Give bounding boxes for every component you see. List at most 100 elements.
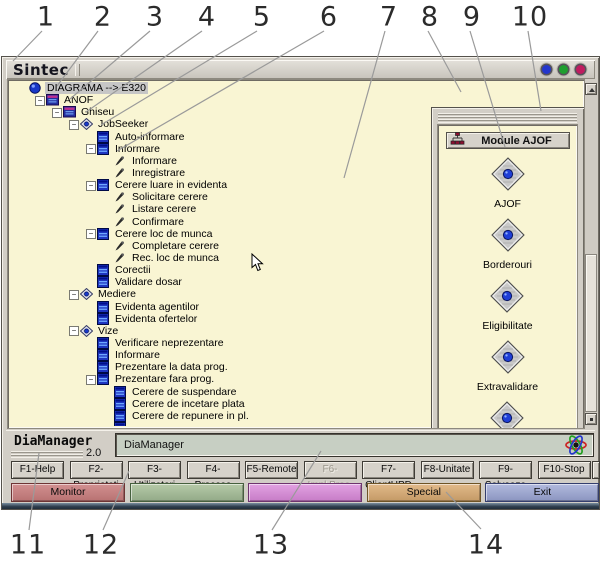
fn-button-f2-proprietati[interactable]: F2-Proprietati [69, 461, 123, 491]
window-module-icon [97, 361, 111, 374]
tree-item[interactable]: − Informare [86, 142, 430, 155]
action-button-special[interactable]: Special [366, 483, 481, 502]
tree-item[interactable]: Listare cerere [103, 203, 430, 215]
atom-logo-icon [564, 433, 588, 457]
tree-item[interactable]: Corectii [86, 264, 430, 277]
org-chart-icon [450, 131, 465, 150]
fn-button-f10-stop[interactable]: F10-Stop [537, 461, 591, 479]
expand-toggle[interactable]: − [52, 107, 63, 118]
expand-toggle[interactable]: − [69, 119, 80, 130]
expand-spacer [103, 204, 114, 215]
tree-item[interactable]: − Vize [69, 324, 430, 338]
module-label: Eligibilitate [482, 320, 533, 332]
tree-item-label: Informare [115, 142, 160, 155]
tree-item[interactable]: Evidenta ofertelor [86, 312, 430, 325]
tree-item[interactable]: − Mediere [69, 288, 430, 301]
palette-module-item[interactable]: Borderouri [483, 218, 532, 271]
pen-icon [114, 216, 128, 228]
tree-item[interactable]: − Ghiseu [52, 106, 430, 118]
tree-item-label: Completare cerere [132, 239, 219, 252]
fn-button-f5-remote[interactable]: F5-Remote [245, 461, 298, 479]
tree-item[interactable]: − Cerere loc de munca [86, 227, 430, 240]
expand-toggle[interactable]: − [86, 228, 97, 240]
toolbar-end-button[interactable] [592, 461, 600, 479]
tree-item-label: Verificare neprezentare [115, 337, 224, 350]
tree-item[interactable]: Rec. loc de munca [103, 252, 430, 264]
tree-item[interactable]: DIAGRAMA --> E320 [18, 82, 430, 95]
tree-item[interactable]: Informare [86, 349, 430, 362]
fn-button-f3-utilizatori[interactable]: F3-Utilizatori [128, 461, 181, 491]
tree-item[interactable]: Auto-informare [86, 130, 430, 143]
tree-item[interactable]: − JobSeeker [69, 118, 430, 131]
module-palette-window: Module AJOF AJOF Borderouri Eligibilitate E… [432, 108, 584, 428]
fn-button-f8-unitate[interactable]: F8-Unitate [420, 461, 474, 479]
tree-item[interactable]: Validare dosar [86, 276, 430, 289]
callout-number-13: 13 [252, 529, 290, 561]
expand-toggle[interactable]: − [35, 95, 46, 106]
expand-toggle[interactable]: − [86, 143, 97, 155]
action-button-exit[interactable]: Exit [485, 483, 600, 502]
app-window: Sintec DIAGRAMA --> E320− ANOF − Ghiseu − Job… [2, 57, 600, 509]
scroll-down-button[interactable] [585, 413, 597, 425]
tree-item-label: Evidenta agentilor [115, 300, 200, 313]
expand-spacer [86, 338, 97, 349]
scrollbar-thumb[interactable] [585, 254, 597, 412]
tree-item[interactable]: − Cerere luare in evidenta [86, 179, 430, 192]
expand-toggle[interactable]: − [69, 325, 80, 337]
scroll-up-button[interactable] [585, 83, 597, 95]
palette-module-item[interactable]: Extravalidare [477, 340, 538, 393]
tree-item[interactable]: Prezentare la data prog. [86, 361, 430, 374]
tree-item[interactable]: Completare cerere [103, 240, 430, 252]
module-diamond-icon [490, 340, 525, 379]
module-diamond-icon [490, 401, 525, 428]
palette-module-item[interactable]: Eligibilitate [482, 279, 533, 332]
monitor-icon [46, 94, 60, 106]
tree-item[interactable] [103, 422, 430, 426]
window-led-red[interactable] [576, 65, 585, 74]
fn-button-f7-clientupd[interactable]: F7-ClientUPD [362, 461, 415, 491]
tree-item-label: Informare [132, 154, 177, 167]
tree-item[interactable]: Confirmare [103, 216, 430, 228]
status-field[interactable]: DiaManager [116, 434, 593, 456]
tree-item-label: Cerere luare in evidenta [115, 179, 228, 192]
expand-spacer [18, 83, 29, 94]
callout-number-6: 6 [319, 1, 339, 33]
expand-toggle[interactable]: − [86, 374, 97, 385]
tree-item[interactable]: − ANOF [35, 94, 430, 106]
window-module-icon [97, 373, 111, 386]
action-button-monitor[interactable]: Monitor [11, 483, 125, 502]
tree-item[interactable]: Inregistrare [103, 167, 430, 179]
palette-drag-grip[interactable] [438, 112, 577, 123]
action-button-unlabeled-1[interactable] [129, 483, 244, 502]
expand-toggle[interactable]: − [69, 289, 80, 300]
tree-item-label: Solicitare cerere [132, 191, 208, 204]
tree-item[interactable]: Cerere de suspendare [103, 385, 430, 398]
tree-item-label: Mediere [98, 288, 136, 301]
fn-button-f4-procese[interactable]: F4-Procese [186, 461, 240, 491]
vertical-scrollbar[interactable] [584, 82, 598, 426]
expand-toggle[interactable]: − [86, 180, 97, 191]
tree-item[interactable]: Informare [103, 155, 430, 167]
diamanager-grip[interactable] [11, 450, 83, 458]
action-button-unlabeled-2[interactable] [248, 483, 363, 502]
tree-item[interactable]: Cerere de incetare plata [103, 397, 430, 410]
fn-button-f1-help[interactable]: F1-Help [11, 461, 64, 479]
expand-spacer [103, 253, 114, 264]
window-module-icon [97, 142, 111, 155]
callout-number-3: 3 [145, 1, 165, 33]
tree-item[interactable]: Verificare neprezentare [86, 337, 430, 350]
tree-item[interactable]: Evidenta agentilor [86, 300, 430, 313]
tree-item[interactable]: Cerere de repunere in pl. [103, 409, 430, 422]
palette-module-item[interactable]: JobSeeker [482, 401, 532, 428]
window-control-leds [542, 65, 595, 74]
window-module-icon [114, 409, 128, 422]
fn-button-f9-salveaza[interactable]: F9-Salveaza [479, 461, 532, 491]
tree-item[interactable]: Solicitare cerere [103, 191, 430, 203]
palette-module-item[interactable]: AJOF [490, 157, 525, 210]
tree-item-label: Prezentare fara prog. [115, 373, 215, 386]
tree-item[interactable]: − Prezentare fara prog. [86, 373, 430, 386]
window-led-green[interactable] [559, 65, 568, 74]
tree-item-label: Cerere de incetare plata [132, 397, 245, 410]
window-led-blue[interactable] [542, 65, 551, 74]
